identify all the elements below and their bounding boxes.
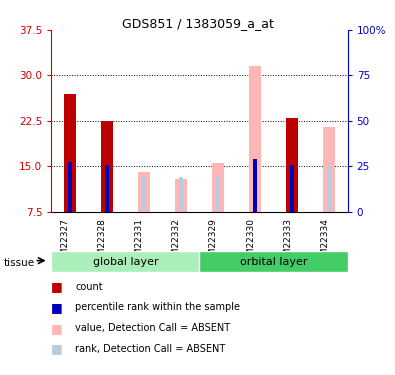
Bar — [286, 118, 298, 212]
Bar — [142, 176, 146, 212]
Bar — [253, 159, 257, 212]
Bar — [64, 94, 76, 212]
Bar — [175, 178, 187, 212]
Bar — [51, 251, 199, 272]
Text: ■: ■ — [51, 322, 63, 334]
Text: ■: ■ — [51, 301, 63, 314]
Text: count: count — [75, 282, 103, 292]
Text: ■: ■ — [51, 280, 63, 293]
Bar — [179, 177, 183, 212]
Bar — [101, 121, 113, 212]
Bar — [253, 160, 257, 212]
Bar — [212, 164, 224, 212]
Bar — [68, 162, 72, 212]
Bar — [327, 166, 331, 212]
Bar — [138, 172, 150, 212]
Bar — [105, 165, 109, 212]
Bar — [216, 177, 220, 212]
Text: value, Detection Call = ABSENT: value, Detection Call = ABSENT — [75, 323, 230, 333]
Text: orbital layer: orbital layer — [240, 256, 307, 267]
Text: global layer: global layer — [92, 256, 158, 267]
Text: GDS851 / 1383059_a_at: GDS851 / 1383059_a_at — [122, 17, 273, 30]
Text: tissue: tissue — [4, 258, 35, 267]
Text: rank, Detection Call = ABSENT: rank, Detection Call = ABSENT — [75, 344, 225, 354]
Bar — [290, 165, 294, 212]
Text: ■: ■ — [51, 342, 63, 355]
Text: percentile rank within the sample: percentile rank within the sample — [75, 303, 240, 312]
Bar — [249, 66, 261, 212]
Bar — [323, 127, 335, 212]
Bar — [199, 251, 348, 272]
